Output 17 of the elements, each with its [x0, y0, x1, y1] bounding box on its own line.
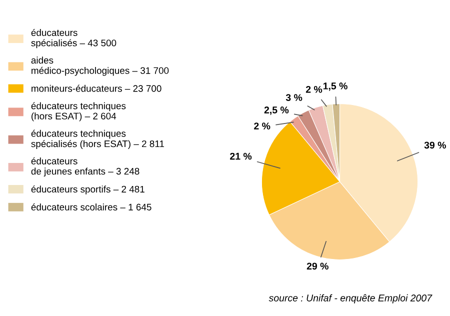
data-label: 3 %: [286, 94, 302, 102]
legend-label: éducateurs techniques spécialisés (hors ESAT) – 2 811: [31, 130, 164, 150]
legend-label: éducateurs spécialisés – 43 500: [31, 28, 116, 48]
data-label: 29 %: [306, 262, 328, 270]
legend-label: aides médico-psychologiques – 31 700: [31, 56, 169, 76]
legend-label: moniteurs-éducateurs – 23 700: [32, 84, 162, 92]
data-label: 2,5 %: [264, 106, 289, 115]
data-label: 2 %: [306, 86, 322, 93]
source-note: source : Unifaf - enquête Emploi 2007: [268, 294, 432, 304]
legend-label: éducateurs techniques (hors ESAT) – 2 604: [31, 102, 126, 122]
data-label: 1,5 %: [323, 82, 348, 91]
data-label: 21 %: [230, 152, 252, 160]
data-label: 2 %: [254, 122, 270, 130]
legend-label: éducateurs scolaires – 1 645: [31, 203, 152, 210]
legend-label: éducateurs sportifs – 2 481: [31, 185, 144, 194]
data-label: 39 %: [424, 142, 446, 149]
legend-label: éducateurs de jeunes enfants – 3 248: [31, 157, 140, 176]
